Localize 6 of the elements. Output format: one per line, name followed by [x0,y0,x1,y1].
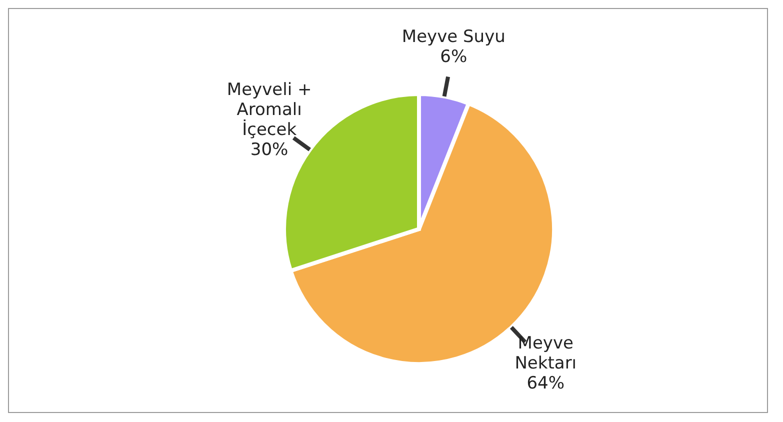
data-label: 6% [440,46,468,67]
data-label: 30% [250,140,288,160]
slice-label: Meyveli + Aromalı İçecek [226,80,312,140]
slice-label: Meyve Suyu [402,26,506,47]
data-label: 64% [526,374,565,394]
slice-label: Meyve Nektarı [514,334,577,374]
